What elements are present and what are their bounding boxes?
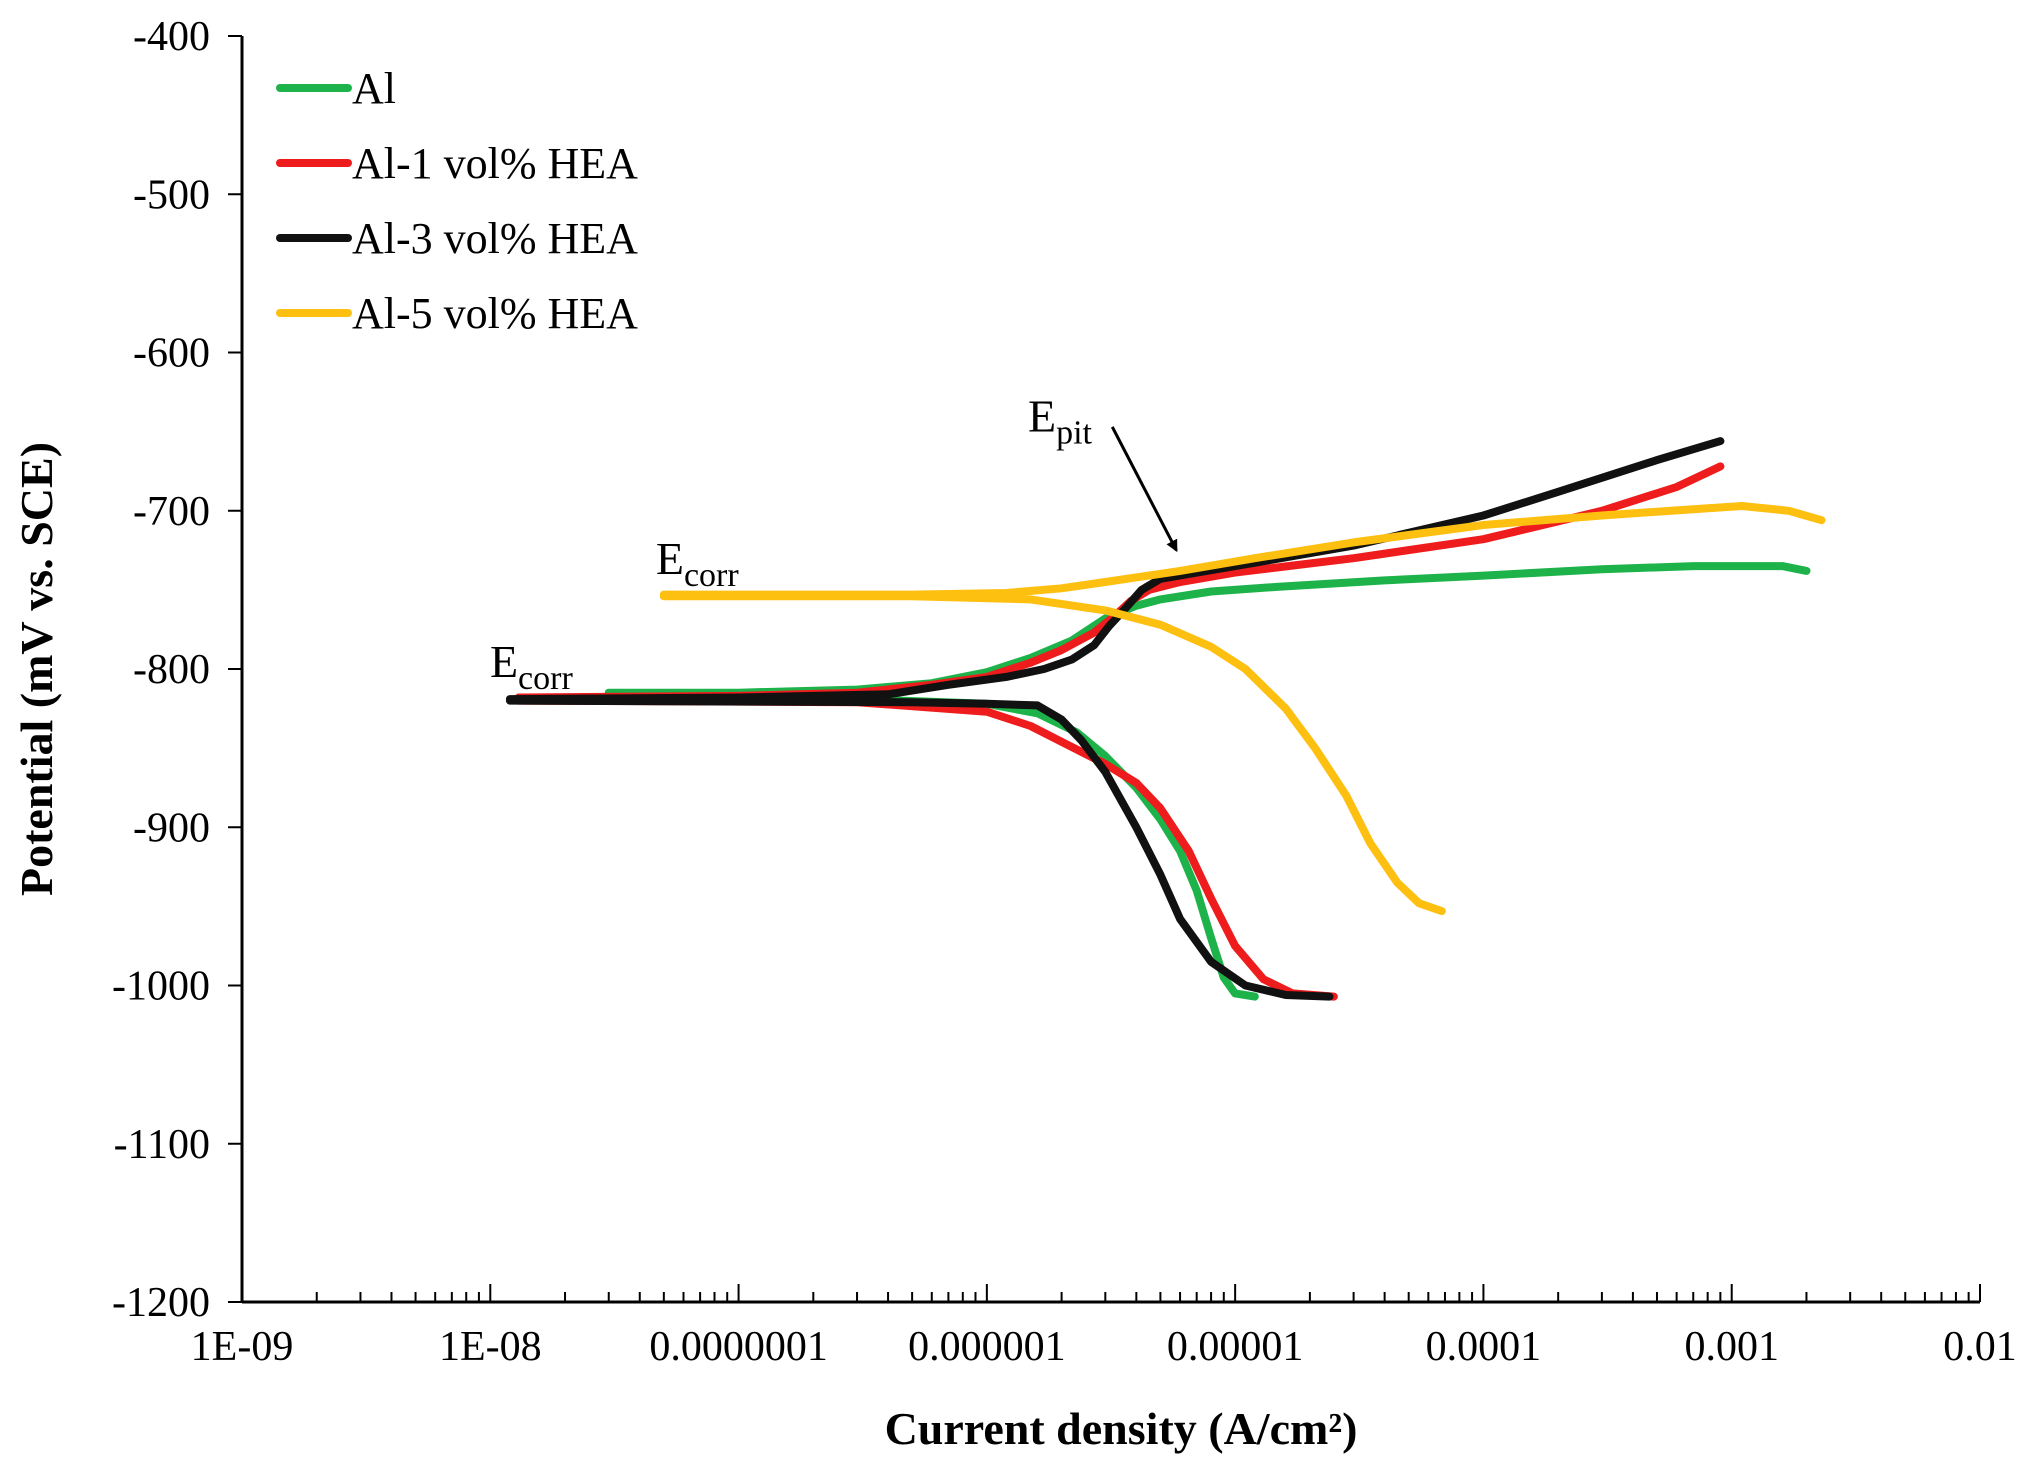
legend-label: Al-3 vol% HEA	[352, 214, 638, 263]
y-tick-label: -1000	[112, 964, 210, 1010]
series-layer	[505, 437, 1826, 1001]
x-tick-labels: 1E-09 1E-08 0.0000001 0.000001 0.00001 0.0001…	[191, 1324, 2017, 1370]
legend-item-al-1-vol-hea: Al-1 vol% HEA	[276, 139, 638, 188]
legend-label: Al-5 vol% HEA	[352, 289, 638, 338]
y-tick-label: -1100	[114, 1122, 210, 1168]
x-tick-label: 0.0000001	[649, 1324, 828, 1370]
ecorr-lower-annotation: Ecorr	[490, 636, 574, 697]
series-line-al-anodic	[604, 562, 1811, 697]
x-tick-label: 0.0001	[1426, 1324, 1542, 1370]
legend: Al Al-1 vol% HEA Al-3 vol% HEA Al-5 vol% HE…	[276, 64, 638, 338]
legend-item-al: Al	[276, 64, 396, 113]
series-line-al-3-vol-hea-anodic	[505, 437, 1725, 704]
x-tick-label: 0.01	[1943, 1324, 2017, 1370]
legend-item-al-5-vol-hea: Al-5 vol% HEA	[276, 289, 638, 338]
series-al-5-vol-hea	[659, 502, 1826, 916]
series-line-al-5-vol-hea-cathodic	[659, 592, 1446, 916]
y-ticks	[228, 35, 242, 1303]
x-tick-label: 1E-09	[191, 1324, 294, 1370]
x-tick-label: 0.00001	[1167, 1324, 1304, 1370]
series-line-al-cathodic	[604, 693, 1259, 1001]
y-tick-label: -700	[133, 489, 210, 535]
series-line-al-1-vol-hea-cathodic	[514, 696, 1338, 1001]
series-al-3-vol-hea	[505, 437, 1725, 1001]
x-tick-label: 1E-08	[439, 1324, 542, 1370]
series-al	[604, 562, 1811, 1001]
x-minor-ticks	[241, 1284, 1981, 1302]
y-tick-label: -900	[133, 805, 210, 851]
y-tick-label: -400	[133, 14, 210, 60]
epit-annotation: Epit	[1028, 391, 1093, 452]
y-tick-label: -600	[133, 331, 210, 377]
y-tick-label: -800	[133, 647, 210, 693]
x-tick-label: 0.001	[1684, 1324, 1779, 1370]
legend-label: Al-1 vol% HEA	[352, 139, 638, 188]
legend-label: Al	[352, 64, 396, 113]
y-tick-label: -1200	[112, 1280, 210, 1326]
legend-item-al-3-vol-hea: Al-3 vol% HEA	[276, 214, 638, 263]
epit-arrow	[1110, 426, 1178, 553]
ecorr-upper-annotation: Ecorr	[656, 533, 740, 594]
y-tick-label: -500	[133, 172, 210, 218]
x-axis-title: Current density (A/cm²)	[885, 1403, 1358, 1454]
series-al-1-vol-hea	[514, 462, 1725, 1001]
y-axis-title: Potential (mV vs. SCE)	[11, 442, 62, 896]
series-line-al-3-vol-hea-cathodic	[505, 696, 1334, 1001]
series-line-al-5-vol-hea-anodic	[659, 502, 1826, 599]
y-tick-labels: -400 -500 -600 -700 -800 -900 -1000 -1100 -1200	[112, 14, 210, 1326]
x-tick-label: 0.000001	[908, 1324, 1066, 1370]
